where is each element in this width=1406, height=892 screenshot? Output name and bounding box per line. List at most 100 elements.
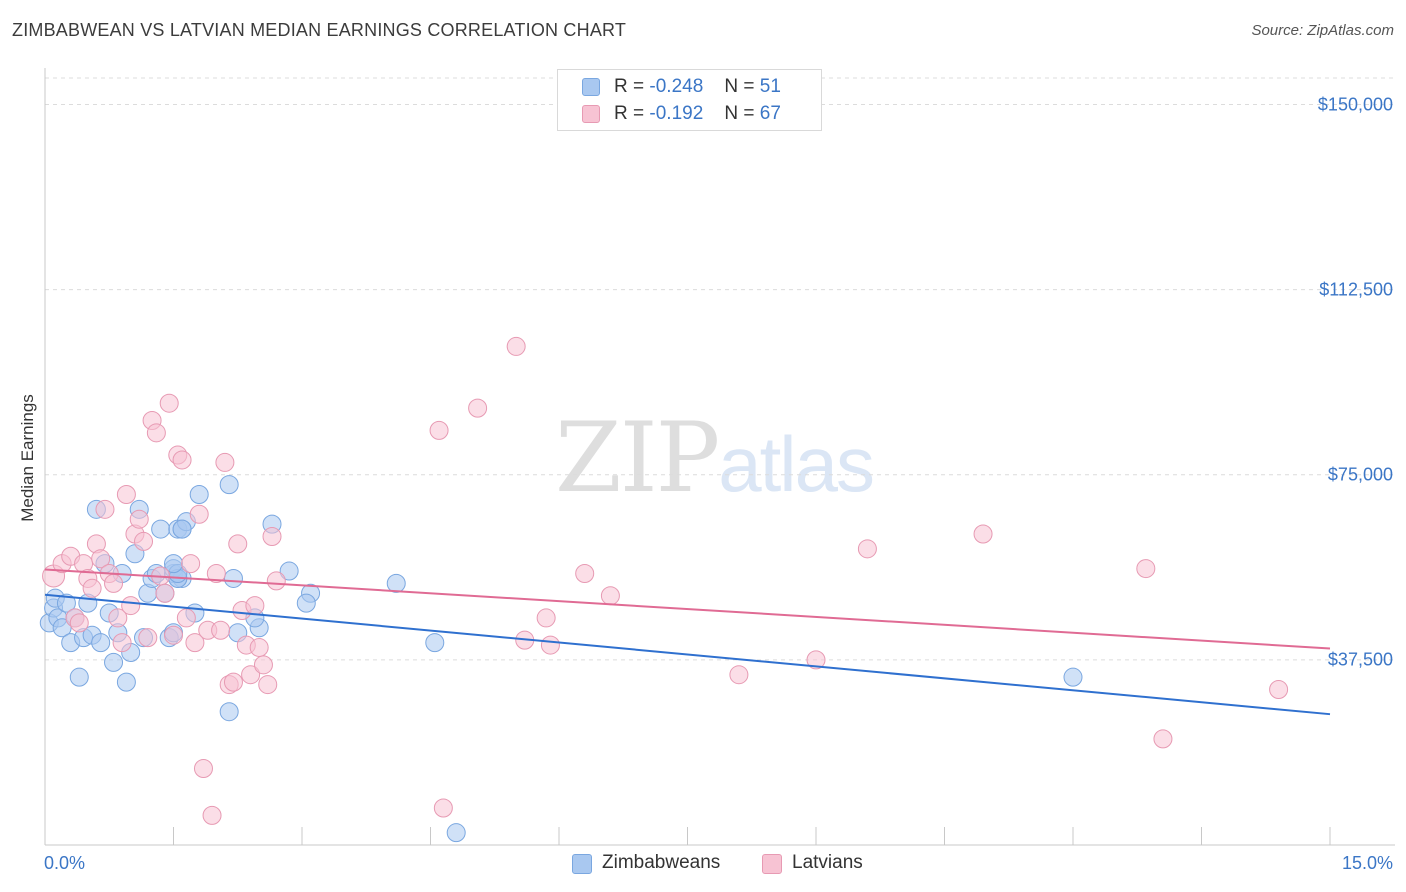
data-point-latvians [129, 509, 149, 529]
data-point-latvians [185, 633, 205, 653]
trend-lines [44, 568, 1331, 716]
source-label: Source: ZipAtlas.com [1251, 22, 1394, 39]
data-point-latvians [1269, 680, 1289, 700]
data-point-latvians [468, 398, 488, 418]
data-point-latvians [536, 608, 556, 628]
data-point-latvians [146, 423, 166, 443]
stats-swatch-latvians [582, 105, 600, 123]
data-point-latvians [159, 393, 179, 413]
data-point-latvians [134, 531, 154, 551]
data-point-zimbabweans [116, 672, 136, 692]
data-point-latvians [95, 499, 115, 519]
data-point-latvians [1136, 559, 1156, 579]
data-point-latvians [540, 635, 560, 655]
data-point-zimbabweans [151, 519, 171, 539]
data-point-latvians [249, 638, 269, 658]
data-point-latvians [1153, 729, 1173, 749]
data-point-latvians [155, 583, 175, 603]
stats-n-label: N = [724, 76, 755, 97]
data-points [39, 336, 1289, 843]
axes [44, 68, 1395, 846]
correlation-stats-box: R = -0.248 N = 51 R = -0.192 N = 67 [557, 69, 822, 131]
data-point-latvians [973, 524, 993, 544]
stats-r-value: -0.248 [649, 76, 704, 97]
data-point-latvians [506, 336, 526, 356]
data-point-latvians [108, 608, 128, 628]
data-point-latvians [258, 675, 278, 695]
data-point-latvians [138, 628, 158, 648]
stats-r-value: -0.192 [649, 103, 704, 124]
stats-n-label: N = [724, 103, 755, 124]
data-point-latvians [69, 613, 89, 633]
data-point-zimbabweans [172, 519, 192, 539]
data-point-zimbabweans [219, 475, 239, 495]
data-point-zimbabweans [386, 573, 406, 593]
stats-r-label: R = [614, 76, 645, 97]
trend-line-zimbabweans [44, 593, 1331, 716]
data-point-latvians [241, 665, 261, 685]
data-point-zimbabweans [279, 561, 299, 581]
data-point-zimbabweans [69, 667, 89, 687]
y-axis-label: Median Earnings [18, 394, 37, 522]
data-point-zimbabweans [219, 702, 239, 722]
legend-item-latvians[interactable]: Latvians [762, 852, 882, 876]
data-point-latvians [164, 625, 183, 645]
legend-label-zimbabweans: Zimbabweans [602, 852, 721, 873]
data-point-latvians [215, 452, 235, 472]
data-point-latvians [245, 596, 265, 616]
stats-n-value: 51 [759, 76, 781, 97]
data-point-latvians [193, 758, 213, 778]
data-point-latvians [206, 564, 226, 584]
data-point-latvians [176, 608, 196, 628]
data-point-latvians [262, 526, 282, 546]
data-point-latvians [857, 539, 877, 559]
x-tick-label-max: 15.0% [1341, 853, 1393, 873]
gridlines [45, 77, 1395, 661]
data-point-latvians [121, 596, 141, 616]
legend-item-zimbabweans[interactable]: Zimbabweans [572, 852, 742, 876]
data-point-zimbabweans [91, 633, 111, 653]
data-point-latvians [116, 485, 136, 505]
legend-swatch-zimbabweans [572, 854, 592, 874]
data-point-latvians [575, 564, 595, 584]
data-point-latvians [172, 450, 192, 470]
data-point-latvians [211, 620, 231, 640]
data-point-latvians [181, 554, 201, 574]
data-point-latvians [82, 578, 102, 598]
data-point-latvians [104, 573, 124, 593]
data-point-latvians [806, 650, 826, 670]
data-point-latvians [429, 420, 449, 440]
data-point-zimbabweans [189, 485, 209, 505]
data-point-latvians [433, 798, 453, 818]
data-point-zimbabweans [296, 593, 316, 613]
data-point-zimbabweans [446, 823, 466, 843]
stats-r-label: R = [614, 103, 645, 124]
data-point-latvians [266, 571, 286, 591]
data-point-latvians [228, 534, 248, 554]
data-point-latvians [729, 665, 749, 685]
y-tick-label: $150,000 [1317, 94, 1393, 115]
trend-line-latvians [44, 568, 1331, 650]
legend-swatch-latvians [762, 854, 782, 874]
stats-n-value: 67 [759, 103, 781, 124]
data-point-latvians [189, 504, 209, 524]
data-point-latvians [202, 805, 222, 825]
chart-title: ZIMBABWEAN VS LATVIAN MEDIAN EARNINGS CO… [12, 20, 627, 40]
stats-swatch-zimbabweans [582, 78, 600, 96]
data-point-zimbabweans [223, 568, 243, 588]
y-tick-label: $112,500 [1319, 279, 1393, 300]
x-tick-label-min: 0.0% [44, 853, 86, 873]
data-point-latvians [91, 549, 111, 569]
data-point-latvians [223, 672, 243, 692]
y-tick-label: $75,000 [1327, 464, 1393, 485]
data-point-latvians [600, 586, 620, 606]
data-point-zimbabweans [1063, 667, 1083, 687]
legend-label-latvians: Latvians [792, 852, 863, 873]
data-point-zimbabweans [104, 652, 124, 672]
data-point-zimbabweans [56, 593, 76, 613]
y-tick-label: $37,500 [1327, 649, 1393, 670]
data-point-zimbabweans [425, 633, 445, 653]
data-point-latvians [112, 633, 132, 653]
data-point-zimbabweans [52, 618, 72, 638]
